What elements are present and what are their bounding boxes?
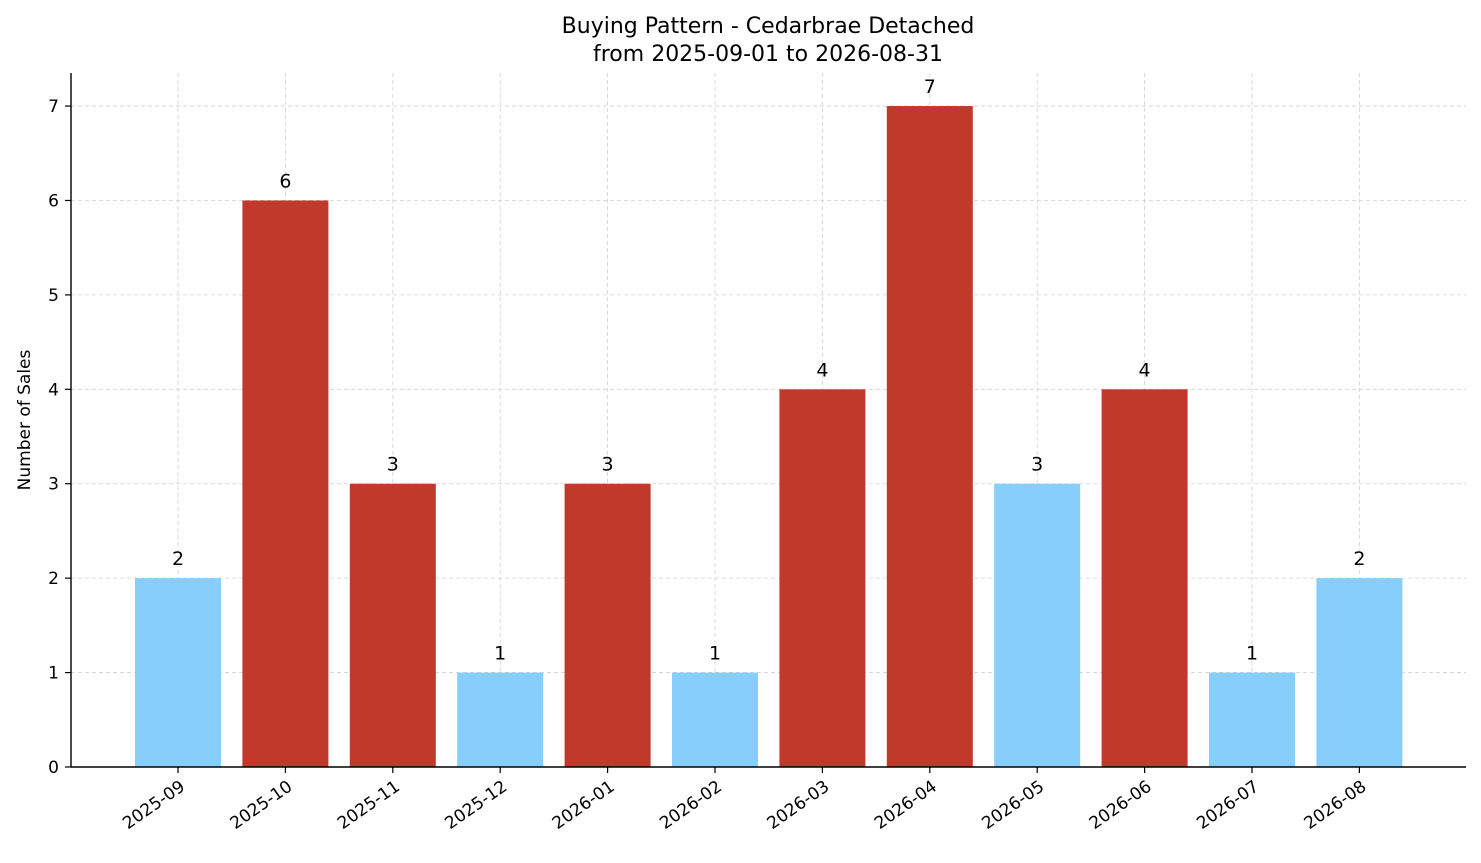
bar [1209,672,1295,767]
data-labels: 2 6 3 1 3 1 4 7 3 4 1 2 [172,76,1365,665]
bars [135,106,1403,768]
axes [70,73,1466,768]
bar [135,578,221,767]
y-tick-label: 5 [48,286,59,306]
bar-value-label: 2 [1353,548,1365,570]
x-tick-label: 2026-07 [1193,777,1263,834]
x-tick-label: 2026-05 [978,777,1048,834]
bar-value-label: 3 [602,454,614,476]
y-tick-label: 7 [48,97,59,117]
y-axis-label: Number of Sales [15,349,35,490]
x-tick-label: 2026-08 [1301,777,1371,834]
bar-value-label: 1 [494,643,506,665]
x-tick-label: 2025-10 [227,777,297,834]
x-tick-label: 2025-09 [119,777,189,834]
bar-value-label: 4 [1139,359,1151,381]
chart-subtitle: from 2025-09-01 to 2026-08-31 [593,42,943,67]
x-ticks: 2025-09 2025-10 2025-11 2025-12 2026-01 2026-… [119,767,1370,834]
x-tick-label: 2026-03 [764,777,834,834]
y-tick-label: 2 [48,569,59,589]
y-ticks: 0 1 2 3 4 5 6 7 [48,97,71,778]
y-tick-label: 3 [48,475,59,495]
y-tick-label: 0 [48,758,59,778]
y-tick-label: 1 [48,664,59,684]
bar-value-label: 3 [387,454,399,476]
x-tick-label: 2026-04 [871,777,941,834]
bar [672,672,758,767]
bar [886,106,973,768]
bar-value-label: 2 [172,548,184,570]
bar-value-label: 7 [924,76,936,98]
y-tick-label: 6 [48,191,59,211]
x-tick-label: 2026-01 [549,777,619,834]
bar [242,200,329,768]
bar [994,483,1081,767]
bar [564,483,651,767]
x-tick-label: 2025-11 [334,777,404,834]
bar [457,672,544,767]
bar [349,483,436,767]
bar-value-label: 3 [1031,454,1043,476]
chart-title: Buying Pattern - Cedarbrae Detached [562,14,975,39]
x-tick-label: 2026-02 [656,777,726,834]
bar [779,389,866,767]
x-tick-label: 2026-06 [1086,777,1156,834]
bar [1316,578,1403,767]
y-tick-label: 4 [48,380,59,400]
x-tick-label: 2025-12 [441,777,511,834]
bar [1101,389,1188,767]
bar-value-label: 6 [279,170,291,192]
bar-value-label: 4 [816,359,828,381]
bar-value-label: 1 [1246,643,1258,665]
bar-value-label: 1 [709,643,721,665]
